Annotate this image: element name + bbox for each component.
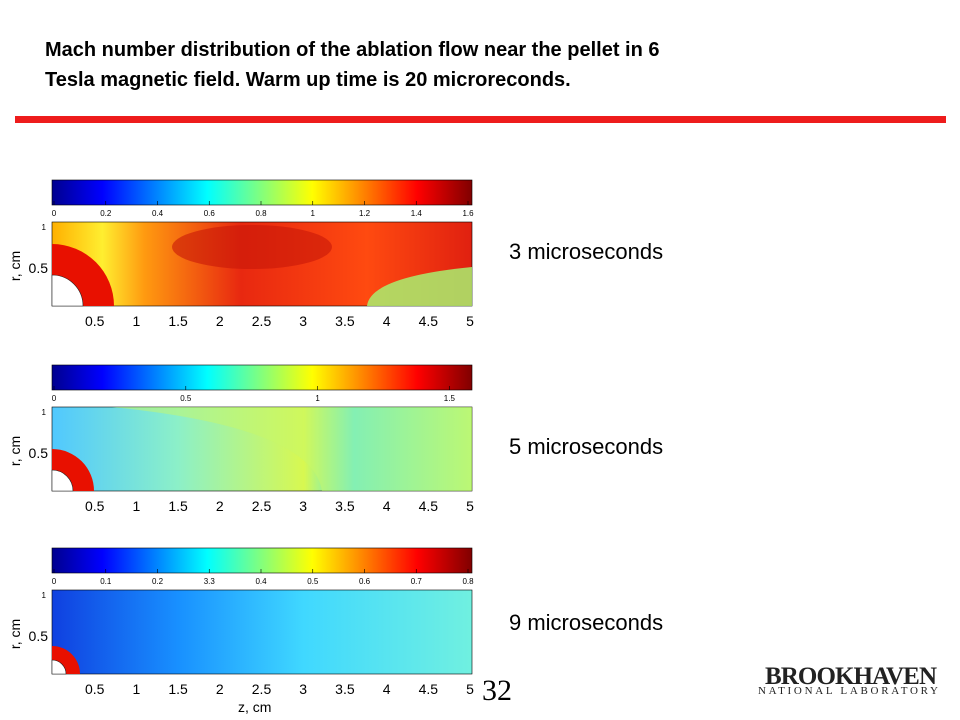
y-tick-label: 0.5 [29, 260, 49, 276]
colorbar-tick-label: 0.2 [100, 209, 112, 218]
x-tick-label: 2 [216, 498, 224, 514]
x-tick-label: 4.5 [419, 313, 439, 329]
caption: 9 microseconds [509, 610, 663, 635]
colorbar-tick-label: 0.1 [100, 577, 112, 586]
colorbar-tick-label: 0 [52, 577, 57, 586]
colorbar [51, 364, 473, 391]
colorbar-tick-label: 1.4 [411, 209, 423, 218]
x-tick-label: 1 [133, 313, 141, 329]
colorbar-tick-label: 0.6 [359, 577, 371, 586]
front [112, 407, 472, 491]
x-tick-label: 0.5 [85, 681, 105, 697]
pellet [51, 469, 74, 492]
x-tick-label: 2 [216, 681, 224, 697]
title-line: Tesla magnetic field. Warm up time is 20… [45, 69, 571, 91]
pellet [51, 274, 84, 307]
colorbar-tick-label: 0.5 [307, 577, 319, 586]
colorbar-tick-label: 0.5 [180, 394, 192, 403]
y-axis-label: r, cm [7, 619, 23, 649]
y-axis-label: r, cm [7, 436, 23, 466]
divider [15, 116, 946, 123]
pellet [51, 659, 67, 675]
x-tick-label: 4.5 [419, 498, 439, 514]
colorbar-tick-label: 1.5 [444, 394, 456, 403]
x-tick-label: 5 [466, 498, 474, 514]
colorbar-tick-label: 0.4 [255, 577, 267, 586]
x-tick-label: 1.5 [168, 498, 188, 514]
x-tick-label: 3.5 [335, 681, 355, 697]
x-tick-label: 0.5 [85, 313, 105, 329]
colorbar-tick-label: 0 [52, 394, 57, 403]
x-tick-label: 3 [299, 681, 307, 697]
colorbar-tick-label: 0.8 [462, 577, 474, 586]
x-tick-label: 2.5 [252, 313, 272, 329]
colorbar-tick-label: 0.2 [152, 577, 164, 586]
y-tick-label: 0.5 [29, 628, 49, 644]
colorbar-tick-label: 0.4 [152, 209, 164, 218]
colorbar-tick-label: 1.6 [462, 209, 474, 218]
hot-core [172, 225, 332, 269]
x-tick-label: 5 [466, 681, 474, 697]
x-tick-label: 1 [133, 498, 141, 514]
x-tick-label: 2.5 [252, 681, 272, 697]
x-tick-label: 4 [383, 498, 391, 514]
x-tick-label: 3.5 [335, 498, 355, 514]
colorbar-tick-label: 1 [315, 394, 320, 403]
mach-field [51, 589, 473, 675]
x-tick-label: 3 [299, 313, 307, 329]
colorbar-tick-label: 3.3 [204, 577, 216, 586]
title-line: Mach number distribution of the ablation… [45, 39, 659, 61]
x-axis-label: z, cm [238, 699, 271, 715]
caption: 3 microseconds [509, 239, 663, 264]
colorbar [51, 547, 473, 574]
y-tick-label: 1 [42, 223, 47, 232]
x-tick-label: 1 [133, 681, 141, 697]
y-tick-label: 0.5 [29, 445, 49, 461]
x-tick-label: 0.5 [85, 498, 105, 514]
colorbar-tick-label: 0.8 [255, 209, 267, 218]
logo-subtitle: NATIONAL LABORATORY [758, 685, 940, 697]
x-tick-label: 2 [216, 313, 224, 329]
x-tick-label: 5 [466, 313, 474, 329]
x-tick-label: 2.5 [252, 498, 272, 514]
colorbar-tick-label: 0 [52, 209, 57, 218]
x-tick-label: 4.5 [419, 681, 439, 697]
caption: 5 microseconds [509, 434, 663, 459]
shock-region [367, 267, 472, 306]
x-tick-label: 1.5 [168, 313, 188, 329]
y-axis-label: r, cm [7, 251, 23, 281]
logo-name: BROOKHAVEN [765, 663, 937, 690]
x-tick-label: 1.5 [168, 681, 188, 697]
y-tick-label: 1 [42, 591, 47, 600]
x-tick-label: 4 [383, 681, 391, 697]
x-tick-label: 3.5 [335, 313, 355, 329]
panels: 0 0.2 0.4 0.6 0.8 1 1.2 1.4 1.6 r, cm 1 0.5 0.5 1 1.5 2… [7, 179, 663, 697]
x-tick-label: 4 [383, 313, 391, 329]
colorbar [51, 179, 473, 206]
colorbar-tick-label: 0.7 [411, 577, 423, 586]
colorbar-tick-label: 1 [311, 209, 316, 218]
page-number: 32 [482, 674, 512, 707]
x-tick-label: 3 [299, 498, 307, 514]
y-tick-label: 1 [42, 408, 47, 417]
colorbar-tick-label: 0.6 [204, 209, 216, 218]
colorbar-tick-label: 1.2 [359, 209, 371, 218]
